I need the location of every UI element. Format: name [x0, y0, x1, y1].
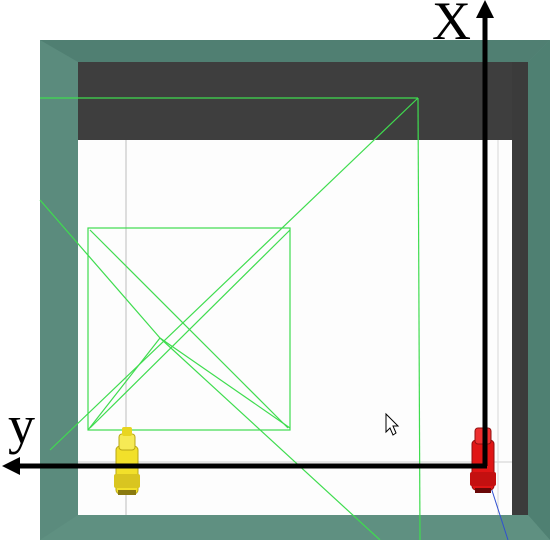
arena-wall-top — [40, 40, 550, 62]
arena-wall-bottom — [40, 515, 550, 540]
trajectory-lines — [39, 97, 421, 540]
y-axis-label: y — [8, 395, 35, 455]
arena-wall-left — [40, 40, 78, 540]
back-wall — [78, 62, 528, 140]
arrow-pointer-icon — [385, 412, 400, 436]
x-axis-label: X — [432, 0, 471, 51]
right-dark-wall — [512, 62, 528, 515]
x-axis-arrow — [476, 0, 494, 466]
yellow-robot-icon[interactable] — [114, 427, 140, 495]
y-axis-arrow — [2, 457, 487, 475]
arena-wall-right — [528, 40, 550, 540]
arena-floor — [78, 140, 512, 515]
